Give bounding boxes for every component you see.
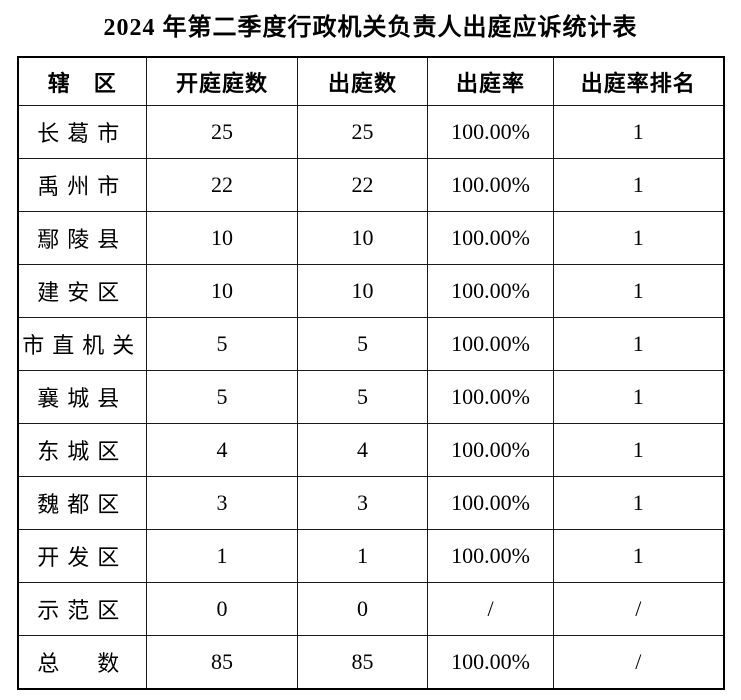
cell-rank: 1	[553, 105, 724, 159]
cell-district: 市直机关	[17, 317, 147, 371]
cell-appearances: 10	[297, 264, 428, 318]
col-header-rank: 出庭率排名	[553, 56, 724, 106]
cell-sessions: 3	[146, 476, 298, 530]
cell-district: 开发区	[17, 529, 147, 583]
cell-rank: 1	[553, 529, 724, 583]
cell-appearances: 1	[297, 529, 428, 583]
cell-rate: 100.00%	[427, 476, 554, 530]
table-row: 襄城县 5 5 100.00% 1	[17, 370, 724, 424]
table-row: 鄢陵县 10 10 100.00% 1	[17, 211, 724, 265]
cell-rank: 1	[553, 370, 724, 424]
cell-rank: 1	[553, 211, 724, 265]
cell-district: 襄城县	[17, 370, 147, 424]
cell-appearances: 3	[297, 476, 428, 530]
table-header-row: 辖 区 开庭庭数 出庭数 出庭率 出庭率排名	[17, 56, 724, 106]
cell-rate: 100.00%	[427, 529, 554, 583]
cell-district: 示范区	[17, 582, 147, 636]
cell-sessions: 22	[146, 158, 298, 212]
cell-sessions: 25	[146, 105, 298, 159]
cell-sessions: 85	[146, 635, 298, 690]
cell-appearances: 10	[297, 211, 428, 265]
cell-district: 鄢陵县	[17, 211, 147, 265]
col-header-appearances: 出庭数	[297, 56, 428, 106]
cell-appearances: 25	[297, 105, 428, 159]
cell-rate: 100.00%	[427, 264, 554, 318]
table-row: 建安区 10 10 100.00% 1	[17, 264, 724, 318]
cell-district: 禹州市	[17, 158, 147, 212]
document-page: 2024 年第二季度行政机关负责人出庭应诉统计表 辖 区 开庭庭数 出庭数 出庭…	[0, 12, 741, 700]
cell-rank: 1	[553, 158, 724, 212]
cell-rank: /	[553, 635, 724, 690]
cell-appearances: 85	[297, 635, 428, 690]
cell-rate: 100.00%	[427, 317, 554, 371]
cell-sessions: 10	[146, 211, 298, 265]
cell-sessions: 10	[146, 264, 298, 318]
cell-district: 魏都区	[17, 476, 147, 530]
cell-rank: 1	[553, 317, 724, 371]
col-header-rate: 出庭率	[427, 56, 554, 106]
table-row: 长葛市 25 25 100.00% 1	[17, 105, 724, 159]
cell-district: 东城区	[17, 423, 147, 477]
cell-district: 总 数	[17, 635, 147, 690]
table-row: 市直机关 5 5 100.00% 1	[17, 317, 724, 371]
table-row: 开发区 1 1 100.00% 1	[17, 529, 724, 583]
cell-rate: 100.00%	[427, 105, 554, 159]
cell-sessions: 1	[146, 529, 298, 583]
col-header-sessions: 开庭庭数	[146, 56, 298, 106]
cell-rate: 100.00%	[427, 211, 554, 265]
cell-rank: /	[553, 582, 724, 636]
cell-rank: 1	[553, 423, 724, 477]
col-header-district: 辖 区	[17, 56, 147, 106]
cell-sessions: 5	[146, 317, 298, 371]
cell-district: 建安区	[17, 264, 147, 318]
cell-rate: 100.00%	[427, 423, 554, 477]
table-row: 禹州市 22 22 100.00% 1	[17, 158, 724, 212]
page-title: 2024 年第二季度行政机关负责人出庭应诉统计表	[103, 15, 638, 41]
cell-sessions: 5	[146, 370, 298, 424]
table-row: 东城区 4 4 100.00% 1	[17, 423, 724, 477]
cell-rate: 100.00%	[427, 370, 554, 424]
cell-rate: 100.00%	[427, 635, 554, 690]
cell-appearances: 0	[297, 582, 428, 636]
statistics-table: 辖 区 开庭庭数 出庭数 出庭率 出庭率排名 长葛市 25 25 100.00%…	[16, 56, 725, 690]
cell-appearances: 5	[297, 317, 428, 371]
cell-sessions: 4	[146, 423, 298, 477]
cell-rate: /	[427, 582, 554, 636]
cell-appearances: 4	[297, 423, 428, 477]
cell-rank: 1	[553, 264, 724, 318]
cell-appearances: 5	[297, 370, 428, 424]
table-row: 示范区 0 0 / /	[17, 582, 724, 636]
table-row: 魏都区 3 3 100.00% 1	[17, 476, 724, 530]
cell-district: 长葛市	[17, 105, 147, 159]
cell-appearances: 22	[297, 158, 428, 212]
table-row-total: 总 数 85 85 100.00% /	[17, 635, 724, 690]
cell-sessions: 0	[146, 582, 298, 636]
cell-rate: 100.00%	[427, 158, 554, 212]
cell-rank: 1	[553, 476, 724, 530]
